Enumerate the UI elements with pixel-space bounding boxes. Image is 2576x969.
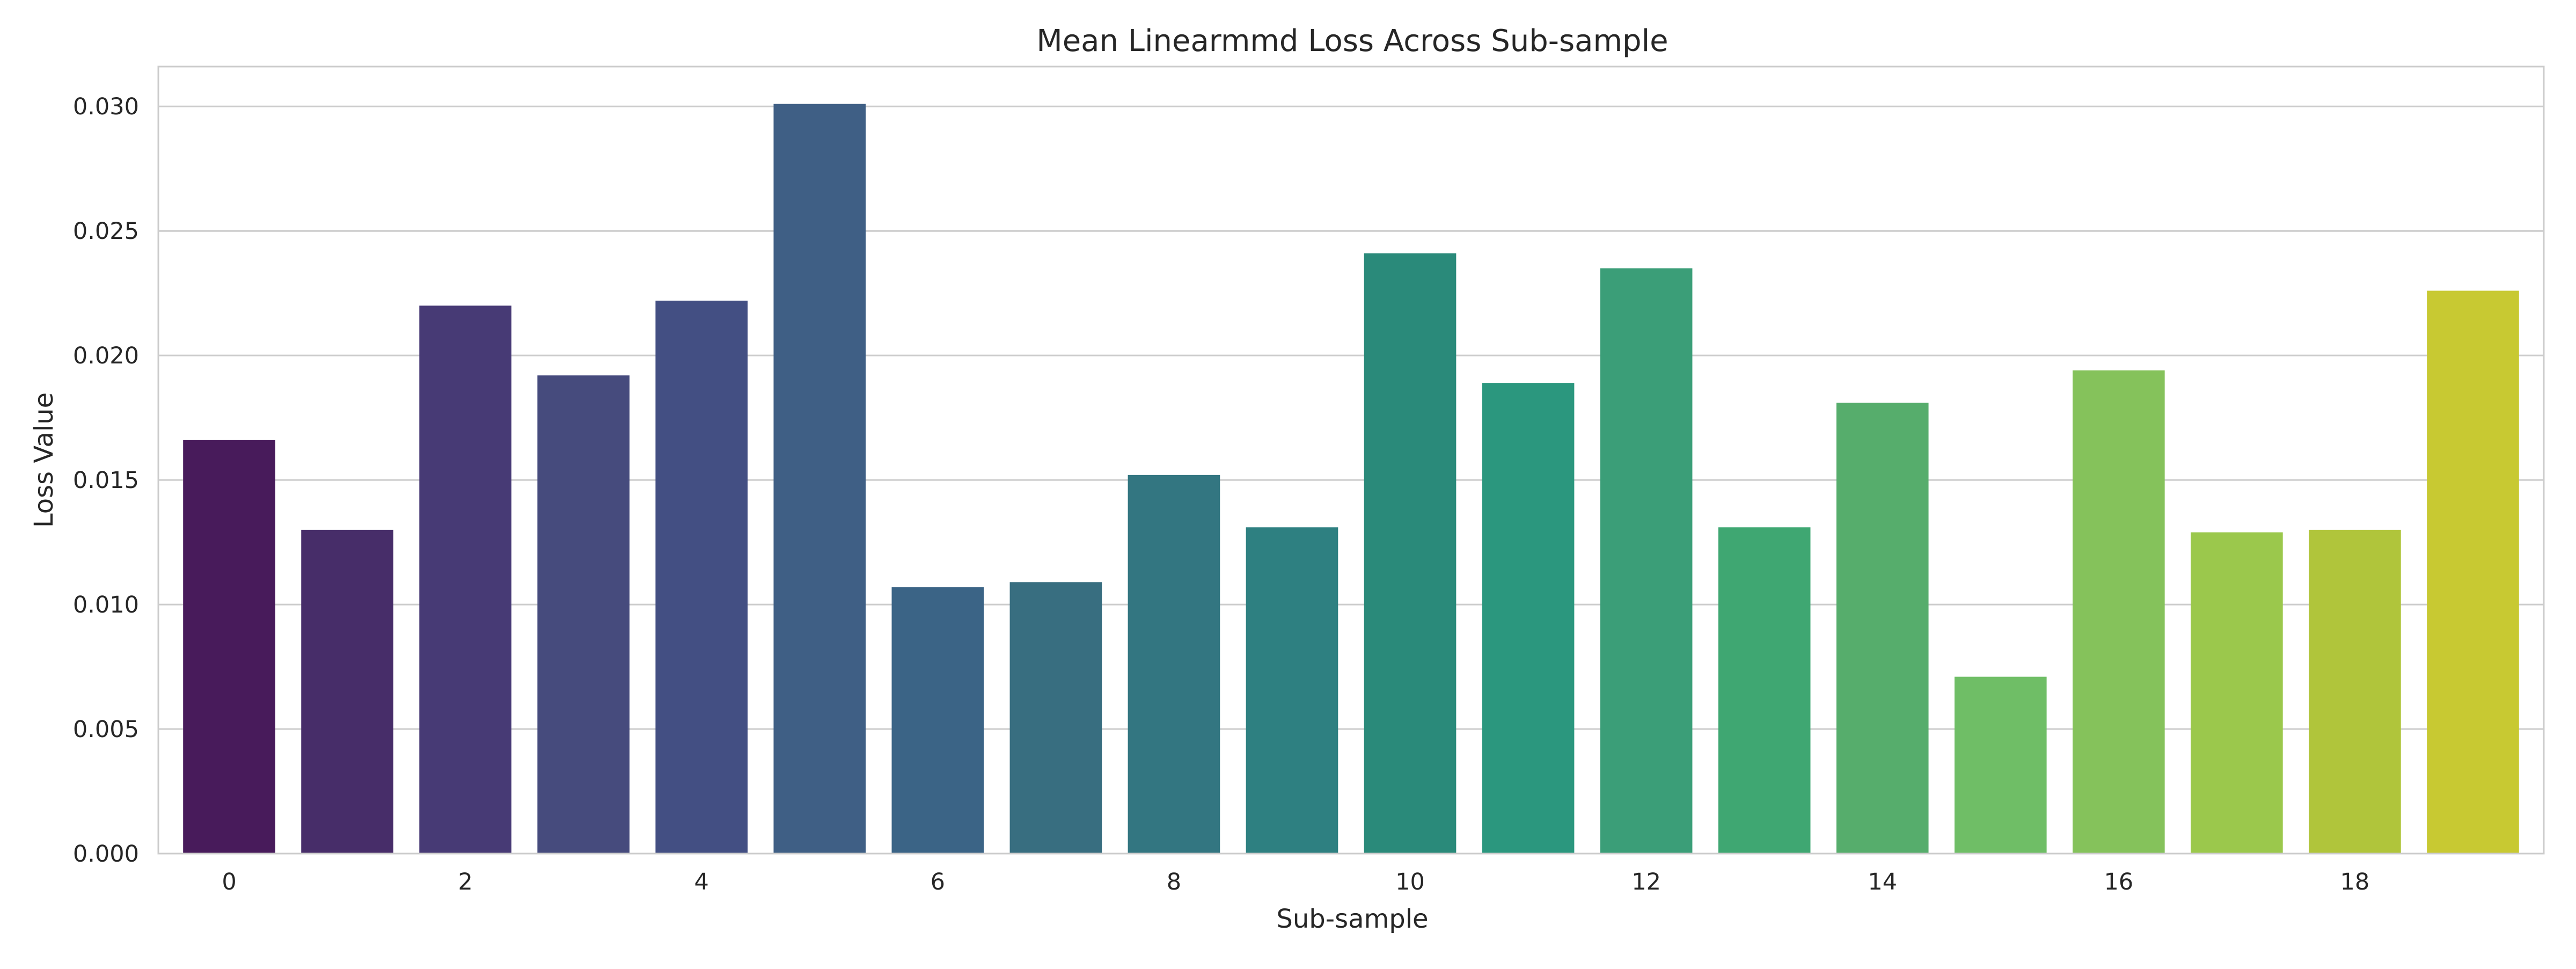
x-tick-label: 14 xyxy=(1868,869,1897,895)
bar-15 xyxy=(1954,676,2047,854)
x-tick-label: 8 xyxy=(1167,869,1181,895)
y-tick-label: 0.020 xyxy=(73,343,139,369)
bar-3 xyxy=(537,375,630,854)
bar-7 xyxy=(1009,582,1102,854)
x-tick-label: 18 xyxy=(2340,869,2370,895)
y-tick-label: 0.015 xyxy=(73,467,139,494)
y-tick-label: 0.010 xyxy=(73,592,139,618)
y-tick-label: 0.030 xyxy=(73,93,139,120)
x-tick-label: 2 xyxy=(458,869,472,895)
bars xyxy=(183,104,2519,854)
plot-frame xyxy=(157,65,2545,855)
x-tick-label: 0 xyxy=(222,869,236,895)
bar-11 xyxy=(1482,383,1575,854)
y-tick-label: 0.025 xyxy=(73,218,139,245)
bar-12 xyxy=(1600,268,1693,854)
bar-5 xyxy=(773,104,866,854)
bar-14 xyxy=(1836,403,1929,854)
y-tick-label: 0.000 xyxy=(73,841,139,868)
x-tick-label: 12 xyxy=(1631,869,1661,895)
grid-lines xyxy=(158,105,2544,855)
bar-16 xyxy=(2073,370,2165,854)
bar-6 xyxy=(891,587,984,854)
chart-title: Mean Linearmmd Loss Across Sub-sample xyxy=(1036,24,1668,59)
bar-8 xyxy=(1128,475,1220,854)
x-tick-label: 4 xyxy=(694,869,709,895)
bar-19 xyxy=(2427,290,2519,854)
bar-1 xyxy=(301,529,393,854)
bar-17 xyxy=(2191,532,2283,854)
y-axis-ticks: 0.000 0.005 0.010 0.015 0.020 0.025 0.030 xyxy=(73,93,139,868)
bar-9 xyxy=(1246,527,1338,854)
bar-4 xyxy=(655,301,748,854)
bar-2 xyxy=(419,305,511,854)
x-axis-label: Sub-sample xyxy=(1276,904,1428,934)
x-tick-label: 16 xyxy=(2104,869,2133,895)
bar-13 xyxy=(1718,527,1811,854)
bar-10 xyxy=(1364,253,1457,854)
bar-0 xyxy=(183,440,275,854)
x-axis-ticks: 0 2 4 6 8 10 12 14 16 18 xyxy=(222,869,2369,895)
y-axis-label: Loss Value xyxy=(29,392,59,528)
x-tick-label: 6 xyxy=(931,869,945,895)
y-tick-label: 0.005 xyxy=(73,716,139,743)
x-tick-label: 10 xyxy=(1395,869,1425,895)
bar-18 xyxy=(2309,529,2401,854)
